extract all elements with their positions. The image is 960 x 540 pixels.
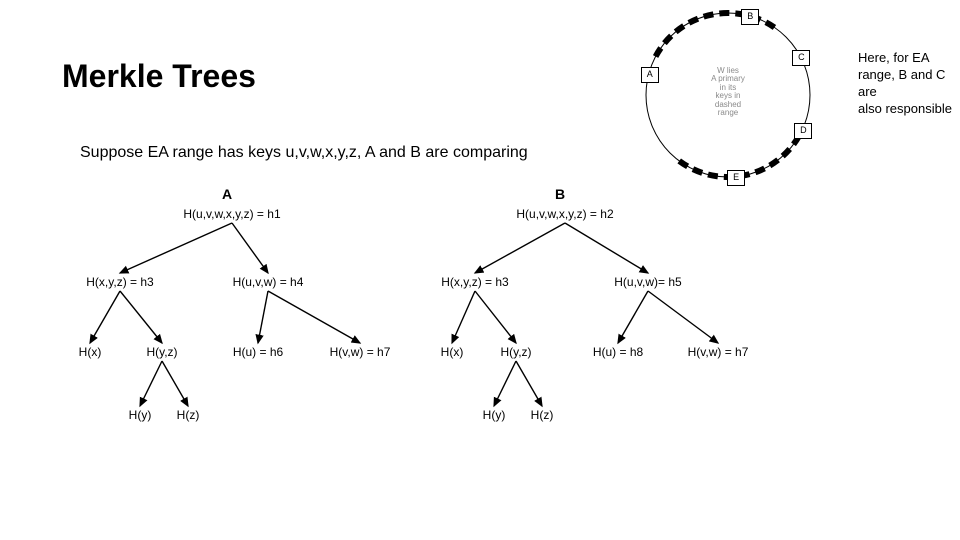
tree-node: H(y,z) xyxy=(500,345,531,359)
tree-node: H(u) = h6 xyxy=(233,345,283,359)
tree-node: H(y) xyxy=(129,408,152,422)
tree-node: H(u,v,w,x,y,z) = h1 xyxy=(183,207,280,221)
tree-node: H(u,v,w,x,y,z) = h2 xyxy=(516,207,613,221)
tree-node: H(u,v,w) = h4 xyxy=(233,275,304,289)
tree-node: H(x,y,z) = h3 xyxy=(441,275,508,289)
tree-header-b: B xyxy=(555,186,565,202)
tree-node: H(z) xyxy=(177,408,200,422)
tree-node: H(u,v,w)= h5 xyxy=(614,275,681,289)
tree-node: H(z) xyxy=(531,408,554,422)
tree-arrows xyxy=(0,0,960,540)
tree-node: H(v,w) = h7 xyxy=(330,345,391,359)
tree-node: H(x) xyxy=(441,345,464,359)
tree-node: H(u) = h8 xyxy=(593,345,643,359)
tree-node: H(x,y,z) = h3 xyxy=(86,275,153,289)
tree-node: H(y) xyxy=(483,408,506,422)
tree-node: H(y,z) xyxy=(146,345,177,359)
tree-node: H(v,w) = h7 xyxy=(688,345,749,359)
tree-header-a: A xyxy=(222,186,232,202)
tree-node: H(x) xyxy=(79,345,102,359)
